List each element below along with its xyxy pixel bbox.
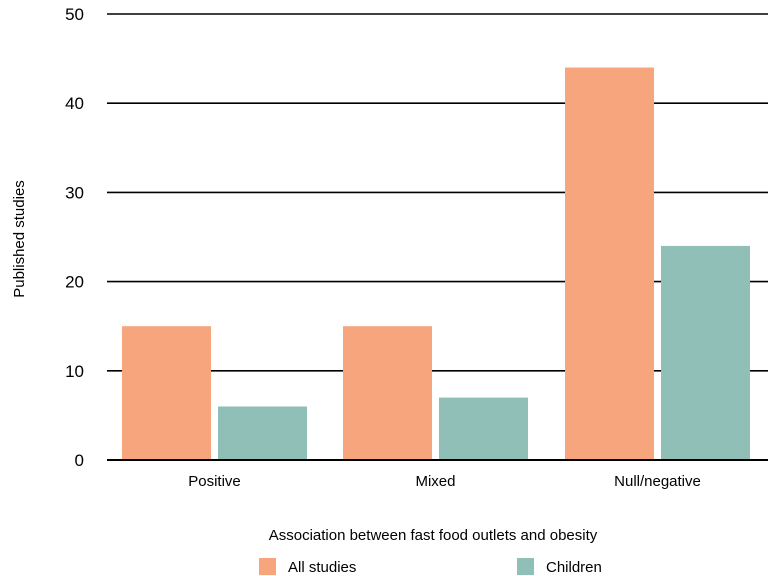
y-tick-label-30: 30	[65, 183, 84, 202]
legend-label-all-studies: All studies	[288, 559, 356, 576]
x-tick-label-null-negative: Null/negative	[614, 473, 701, 490]
y-tick-label-20: 20	[65, 273, 84, 292]
legend-label-children: Children	[546, 559, 602, 576]
y-tick-label-0: 0	[75, 451, 84, 470]
bar-null-negative-all-studies	[565, 67, 654, 461]
y-tick-label-50: 50	[65, 5, 84, 24]
bar-positive-children	[218, 406, 307, 460]
y-axis-label: Published studies	[11, 180, 28, 298]
legend-swatch-children	[517, 558, 534, 575]
bar-positive-all-studies	[122, 326, 211, 460]
bar-mixed-all-studies	[343, 326, 432, 460]
legend-swatch-all-studies	[259, 558, 276, 575]
x-axis-label: Association between fast food outlets an…	[269, 527, 598, 544]
x-tick-label-positive: Positive	[188, 473, 241, 490]
bar-null-negative-children	[661, 245, 750, 460]
x-tick-label-mixed: Mixed	[415, 473, 455, 490]
y-axis-ticks: 0 10 20 30 40 50	[65, 5, 84, 470]
bars	[107, 67, 768, 461]
y-tick-label-40: 40	[65, 94, 84, 113]
bar-mixed-children	[439, 397, 528, 460]
x-axis-ticks: Positive Mixed Null/negative	[188, 473, 701, 490]
y-tick-label-10: 10	[65, 362, 84, 381]
legend: All studies Children	[259, 558, 602, 576]
